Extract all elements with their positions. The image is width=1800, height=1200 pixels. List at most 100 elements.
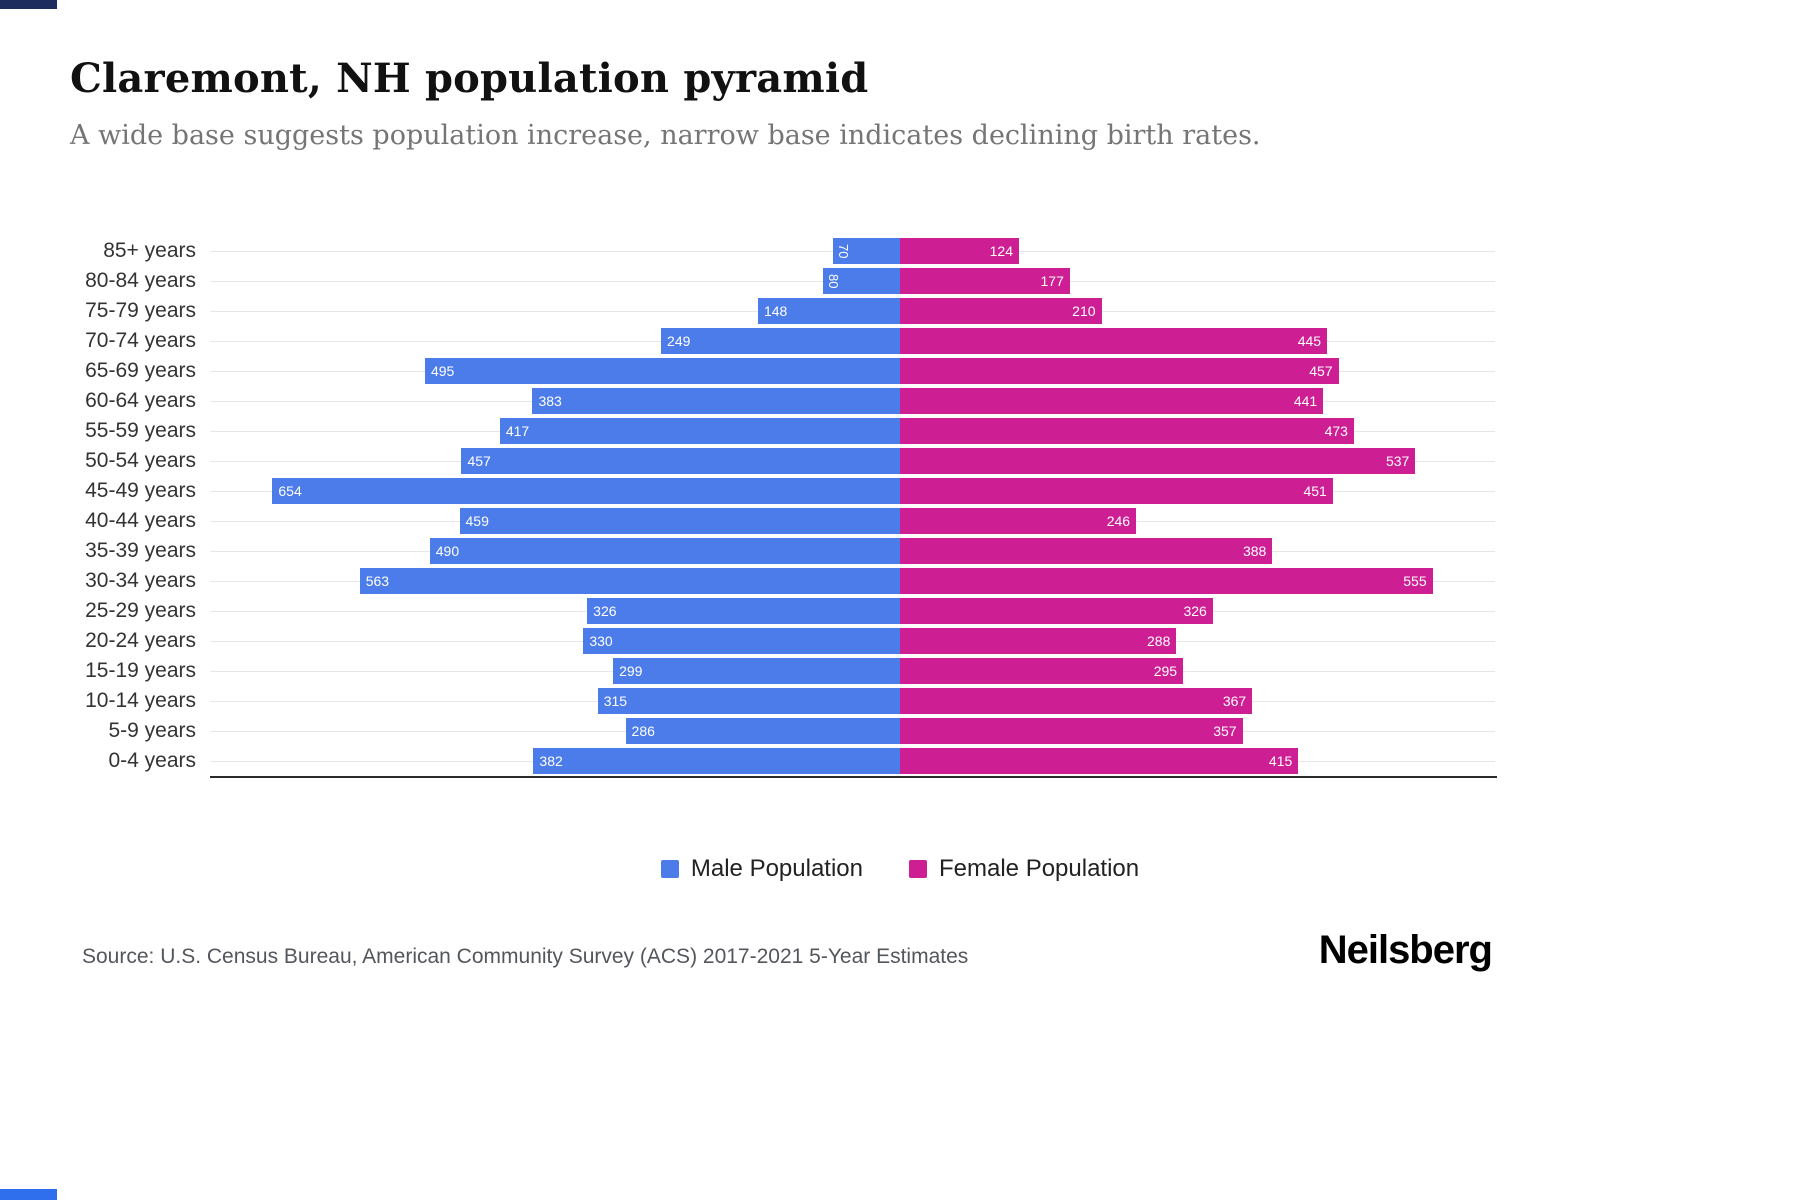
female-value-label: 445 xyxy=(1297,333,1322,349)
female-bar: 367 xyxy=(900,688,1253,714)
female-legend-swatch xyxy=(909,860,927,878)
population-pyramid-chart: 85+ years 70 124 80-84 years 80 177 75-79 year… xyxy=(70,236,1500,778)
male-bar: 495 xyxy=(424,358,900,384)
pyramid-row: 45-49 years 654 451 xyxy=(70,476,1500,506)
male-bar: 330 xyxy=(583,628,900,654)
pyramid-row: 25-29 years 326 326 xyxy=(70,596,1500,626)
age-group-label: 30-34 years xyxy=(85,569,196,592)
female-value-label: 367 xyxy=(1222,693,1247,709)
row-plot-area: 299 295 xyxy=(210,656,1495,686)
male-bar: 654 xyxy=(272,478,900,504)
male-panel: 495 xyxy=(210,356,900,386)
pyramid-row: 0-4 years 382 415 xyxy=(70,746,1500,776)
female-value-label: 288 xyxy=(1147,633,1171,649)
female-value-label: 326 xyxy=(1183,603,1207,619)
male-bar: 382 xyxy=(533,748,900,774)
male-bar: 299 xyxy=(613,658,900,684)
female-bar: 288 xyxy=(900,628,1177,654)
row-plot-area: 80 177 xyxy=(210,266,1495,296)
male-bar: 383 xyxy=(532,388,900,414)
page-subtitle: A wide base suggests population increase… xyxy=(70,120,1261,151)
female-value-label: 388 xyxy=(1242,543,1267,559)
brand-logo: Neilsberg xyxy=(1318,928,1493,972)
female-panel: 326 xyxy=(900,596,1495,626)
row-plot-area: 326 326 xyxy=(210,596,1495,626)
row-plot-area: 70 124 xyxy=(210,236,1495,266)
female-value-label: 124 xyxy=(989,243,1013,259)
age-group-label: 75-79 years xyxy=(85,299,196,322)
female-panel: 288 xyxy=(900,626,1495,656)
male-panel: 315 xyxy=(210,686,900,716)
pyramid-row: 65-69 years 495 457 xyxy=(70,356,1500,386)
male-value-label: 326 xyxy=(593,603,617,619)
female-bar: 415 xyxy=(900,748,1299,774)
male-value-label: 80 xyxy=(826,273,842,289)
male-panel: 563 xyxy=(210,566,900,596)
age-group-label: 10-14 years xyxy=(85,689,196,712)
female-bar: 210 xyxy=(900,298,1102,324)
male-panel: 70 xyxy=(210,236,900,266)
row-plot-area: 315 367 xyxy=(210,686,1495,716)
female-value-label: 451 xyxy=(1303,483,1327,499)
female-bar: 555 xyxy=(900,568,1433,594)
female-panel: 388 xyxy=(900,536,1495,566)
male-legend-swatch xyxy=(660,860,679,878)
male-value-label: 315 xyxy=(603,693,628,709)
age-group-label: 0-4 years xyxy=(108,749,196,772)
row-plot-area: 654 451 xyxy=(210,476,1495,506)
pyramid-row: 70-74 years 249 445 xyxy=(70,326,1500,356)
pyramid-row: 30-34 years 563 555 xyxy=(70,566,1500,596)
age-group-label: 5-9 years xyxy=(108,719,196,742)
female-bar: 388 xyxy=(900,538,1273,564)
female-bar: 451 xyxy=(900,478,1333,504)
female-bar: 457 xyxy=(900,358,1339,384)
female-bar: 326 xyxy=(900,598,1213,624)
female-bar: 445 xyxy=(900,328,1328,354)
female-panel: 210 xyxy=(900,296,1495,326)
female-panel: 537 xyxy=(900,446,1495,476)
female-value-label: 415 xyxy=(1268,753,1293,769)
pyramid-row: 55-59 years 417 473 xyxy=(70,416,1500,446)
pyramid-row: 20-24 years 330 288 xyxy=(70,626,1500,656)
female-value-label: 246 xyxy=(1106,513,1131,529)
female-panel: 367 xyxy=(900,686,1495,716)
female-panel: 555 xyxy=(900,566,1495,596)
female-panel: 457 xyxy=(900,356,1495,386)
male-value-label: 459 xyxy=(465,513,489,529)
male-value-label: 417 xyxy=(505,423,530,439)
male-value-label: 286 xyxy=(631,723,655,739)
female-panel: 357 xyxy=(900,716,1495,746)
male-panel: 326 xyxy=(210,596,900,626)
female-panel: 124 xyxy=(900,236,1495,266)
female-panel: 473 xyxy=(900,416,1495,446)
female-panel: 177 xyxy=(900,266,1495,296)
female-bar: 537 xyxy=(900,448,1416,474)
male-value-label: 490 xyxy=(435,543,460,559)
female-bar: 246 xyxy=(900,508,1137,534)
female-value-label: 473 xyxy=(1324,423,1348,439)
male-panel: 457 xyxy=(210,446,900,476)
row-plot-area: 495 457 xyxy=(210,356,1495,386)
male-panel: 80 xyxy=(210,266,900,296)
female-value-label: 295 xyxy=(1153,663,1178,679)
male-bar: 70 xyxy=(832,238,900,264)
female-value-label: 537 xyxy=(1385,453,1410,469)
male-panel: 383 xyxy=(210,386,900,416)
row-plot-area: 459 246 xyxy=(210,506,1495,536)
male-bar: 315 xyxy=(597,688,900,714)
female-value-label: 357 xyxy=(1213,723,1237,739)
male-panel: 417 xyxy=(210,416,900,446)
female-panel: 246 xyxy=(900,506,1495,536)
male-value-label: 654 xyxy=(278,483,302,499)
female-bar: 357 xyxy=(900,718,1243,744)
pyramid-row: 40-44 years 459 246 xyxy=(70,506,1500,536)
female-bar: 473 xyxy=(900,418,1354,444)
male-bar: 80 xyxy=(823,268,900,294)
male-value-label: 382 xyxy=(539,753,563,769)
female-panel: 451 xyxy=(900,476,1495,506)
pyramid-row: 50-54 years 457 537 xyxy=(70,446,1500,476)
male-value-label: 70 xyxy=(835,243,851,259)
male-panel: 654 xyxy=(210,476,900,506)
male-value-label: 495 xyxy=(430,363,455,379)
male-panel: 490 xyxy=(210,536,900,566)
